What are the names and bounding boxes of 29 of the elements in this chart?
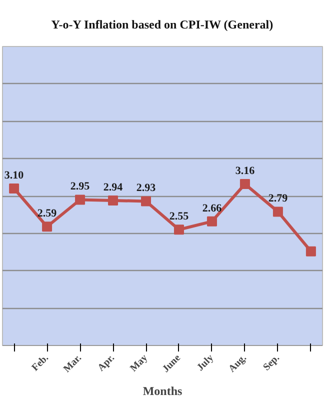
point [42,222,52,232]
data-label: 2.79 [268,192,288,205]
data-label: 2.95 [70,180,90,193]
point [141,196,152,206]
data-label: 2.93 [136,182,156,194]
x-tick-label: May [128,352,150,374]
point [306,246,316,256]
point [75,194,86,205]
x-tick-label: Apr. [96,352,118,374]
data-label: 3.10 [4,170,24,182]
point [206,216,217,226]
data-label: 2.94 [103,181,124,194]
x-tick-label: June [160,352,184,375]
x-tick-label: Aug. [226,352,250,375]
x-tick-label: Sep. [261,352,282,374]
point [272,206,283,217]
data-label: 3.16 [235,165,256,178]
data-label: 2.55 [169,210,190,223]
chart-title: Y-o-Y Inflation based on CPI-IW (General) [51,18,274,32]
point [174,224,184,235]
point [9,184,20,194]
x-tick-label: Mar. [62,352,84,375]
data-label: 2.66 [202,202,222,214]
x-axis-title: Months [142,384,182,398]
point [240,179,250,190]
x-tick-label: July [195,352,216,374]
point [108,195,118,206]
data-label: 2.59 [37,208,58,220]
x-tick-label: Feb. [30,352,52,374]
